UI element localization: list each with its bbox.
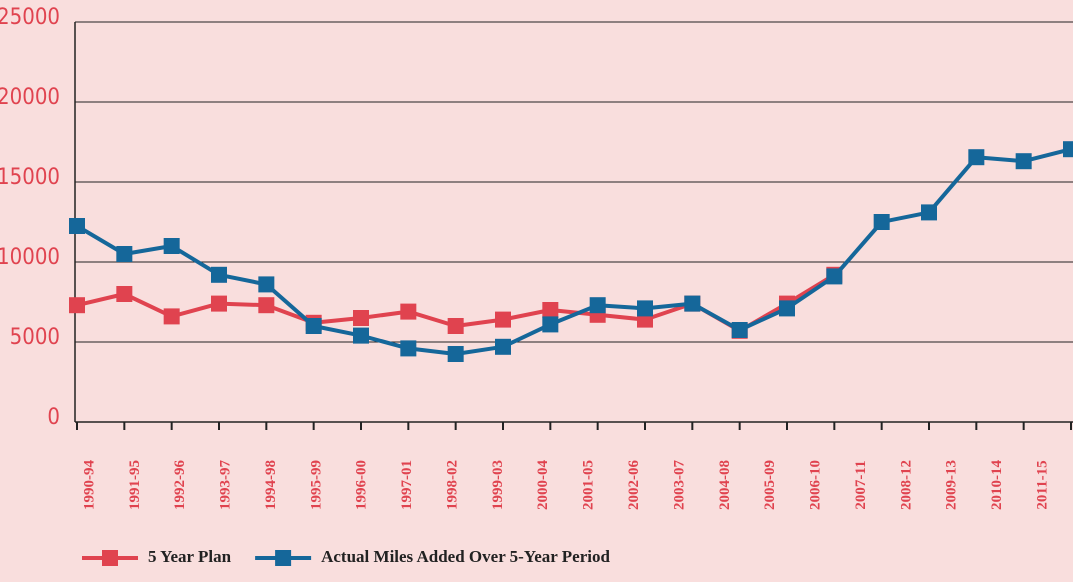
- point: [542, 316, 559, 333]
- point: [637, 300, 653, 317]
- point: [447, 346, 464, 362]
- x-tick-label: 2003-07: [671, 460, 687, 510]
- x-tick-label: 1992-96: [172, 460, 188, 510]
- x-tick-label: 2000-04: [535, 460, 551, 510]
- x-tick-label: 1997-01: [399, 460, 415, 510]
- point: [779, 300, 795, 317]
- point: [826, 268, 843, 285]
- legend-label: 5 Year Plan: [148, 547, 232, 566]
- point: [211, 295, 227, 312]
- x-tick-label: 1993-97: [218, 460, 234, 510]
- point: [731, 322, 748, 338]
- x-tick-label: 1996-00: [354, 460, 370, 510]
- point: [116, 286, 133, 302]
- y-tick-label: 10000: [0, 245, 60, 270]
- x-tick-label: 2007-11: [853, 460, 869, 509]
- x-tick-label: 1998-02: [444, 460, 460, 510]
- x-tick-label: 2002-06: [626, 460, 642, 510]
- x-tick-label: 2011-15: [1034, 460, 1050, 509]
- point: [921, 204, 937, 221]
- x-tick-label: 1994-98: [263, 460, 279, 510]
- point: [258, 276, 275, 293]
- series-line: [75, 147, 1072, 356]
- point: [353, 327, 369, 344]
- x-tick-label: 2004-08: [717, 460, 733, 510]
- point: [69, 218, 85, 234]
- point: [400, 340, 417, 357]
- x-tick-label: 2001-05: [581, 460, 597, 510]
- point: [353, 310, 369, 326]
- point: [1063, 141, 1073, 158]
- point: [400, 303, 417, 320]
- x-tick-label: 1999-03: [490, 460, 506, 510]
- x-tick-label: 1990-94: [81, 460, 97, 510]
- y-tick-label: 15000: [0, 165, 60, 190]
- legend-marker: [102, 550, 118, 566]
- point: [447, 318, 464, 334]
- point: [542, 302, 559, 318]
- point: [589, 297, 606, 314]
- point: [684, 295, 701, 312]
- point: [211, 266, 227, 283]
- point: [163, 238, 180, 254]
- legend-marker: [275, 550, 292, 566]
- point: [116, 246, 133, 262]
- x-tick-label: 2006-10: [808, 460, 824, 510]
- x-tick-label: 2008-12: [898, 460, 914, 510]
- y-tick-label: 25000: [0, 5, 60, 30]
- x-tick-label: 2005-09: [762, 460, 778, 510]
- point: [258, 297, 275, 314]
- point: [305, 318, 322, 334]
- point: [968, 149, 985, 166]
- x-tick-label: 2009-13: [944, 460, 960, 510]
- y-tick-label: 5000: [10, 325, 60, 350]
- x-tick-label: 1995-99: [308, 460, 324, 510]
- point: [495, 338, 511, 355]
- point: [1015, 153, 1032, 170]
- x-tick-label: 2010-14: [989, 460, 1005, 510]
- y-tick-label: 0: [47, 405, 60, 430]
- point: [873, 214, 890, 230]
- point: [163, 308, 180, 325]
- y-tick-label: 20000: [0, 85, 60, 110]
- legend-label: Actual Miles Added Over 5-Year Period: [321, 547, 610, 566]
- point: [495, 311, 511, 328]
- point: [69, 297, 85, 314]
- x-tick-label: 1991-95: [127, 460, 143, 510]
